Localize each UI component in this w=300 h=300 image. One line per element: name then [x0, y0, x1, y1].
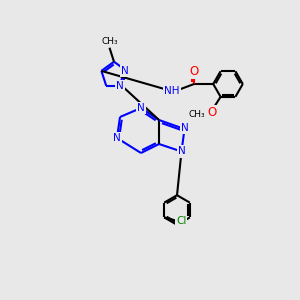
- Text: N: N: [181, 123, 188, 133]
- Text: N: N: [178, 146, 186, 157]
- Text: NH: NH: [164, 86, 180, 96]
- Text: CH₃: CH₃: [189, 110, 205, 119]
- Text: N: N: [121, 66, 129, 76]
- Text: N: N: [113, 133, 121, 143]
- Text: N: N: [116, 81, 124, 91]
- Text: N: N: [137, 103, 145, 113]
- Text: CH₃: CH₃: [101, 37, 118, 46]
- Text: Cl: Cl: [176, 216, 186, 226]
- Text: O: O: [190, 65, 199, 78]
- Text: O: O: [207, 106, 216, 119]
